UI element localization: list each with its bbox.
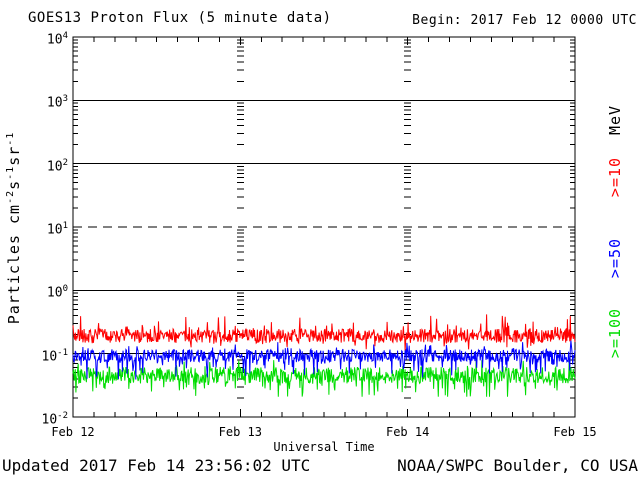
y-tick-label: 104 bbox=[46, 31, 68, 48]
y-tick-label: 103 bbox=[46, 94, 68, 111]
y-tick-label: 102 bbox=[46, 157, 68, 174]
chart-title: GOES13 Proton Flux (5 minute data) bbox=[28, 10, 332, 26]
right-axis-label-10: >=10 bbox=[606, 156, 624, 198]
x-tick-label: Feb 13 bbox=[218, 425, 262, 439]
series-line--10-mev bbox=[72, 314, 576, 351]
series-lines bbox=[72, 314, 576, 397]
right-axis-label-100: >=100 bbox=[606, 307, 624, 359]
x-tick-label: Feb 15 bbox=[553, 425, 597, 439]
y-tick-label: 10-1 bbox=[41, 347, 69, 364]
x-tick-label: Feb 14 bbox=[385, 425, 430, 439]
x-tick-label: Feb 12 bbox=[51, 425, 95, 439]
right-axis-label-50: >=50 bbox=[606, 237, 624, 279]
y-tick-label: 101 bbox=[46, 221, 68, 238]
series-line--100-mev bbox=[72, 360, 576, 397]
y-tick-label: 100 bbox=[46, 284, 68, 301]
series-line--50-mev bbox=[72, 340, 576, 380]
x-axis-title: Universal Time bbox=[273, 440, 375, 454]
y-tick-label: 10-2 bbox=[41, 411, 69, 428]
footer-source: NOAA/SWPC Boulder, CO USA bbox=[397, 456, 638, 475]
footer-updated-timestamp: Updated 2017 Feb 14 23:56:02 UTC bbox=[2, 456, 311, 475]
begin-time-label: Begin: 2017 Feb 12 0000 UTC bbox=[412, 13, 637, 28]
right-axis-label-mev: MeV bbox=[606, 104, 624, 136]
